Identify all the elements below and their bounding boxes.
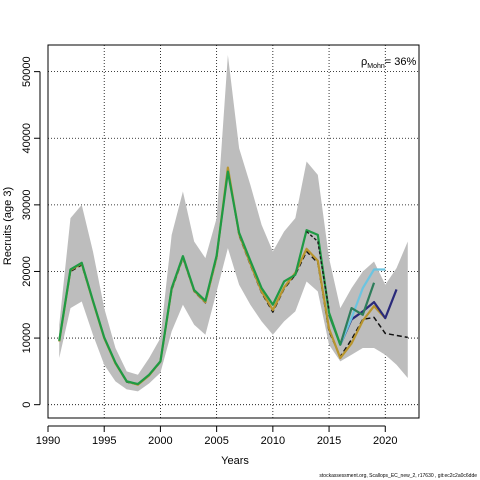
y-tick-label: 40000 [21,123,33,154]
x-tick-label: 1995 [92,435,116,447]
x-tick-label: 2020 [373,435,397,447]
x-axis-title: Years [221,455,249,467]
x-tick-label: 2010 [261,435,285,447]
series-line-7 [306,230,330,311]
rho-symbol: ρ [361,56,367,68]
series-lines [58,166,408,386]
rho-value: = 36% [385,56,417,68]
y-tick-label: 0 [21,402,33,408]
plot-frame [47,44,420,419]
footer-credit: stockassessment.org, Scallops_EC_new_2, … [319,473,477,479]
rho-subscript: Mohn [367,63,385,70]
rho-annotation: ρMohn= 36% [361,56,416,70]
series-line-1 [58,168,408,386]
y-axis-title: Recruits (age 3) [2,187,14,265]
x-tick-label: 2005 [204,435,228,447]
series-line-6 [58,170,342,386]
axes: 1990 1995 2000 2005 2010 2015 2020 0 10000 20000 3… [21,56,398,447]
y-tick-label: 20000 [21,256,33,287]
x-tick-label: 1990 [36,435,60,447]
y-tick-label: 30000 [21,190,33,221]
x-tick-label: 2015 [317,435,341,447]
confidence-band [59,54,408,392]
series-line-4 [339,268,386,346]
x-tick-label: 2000 [148,435,172,447]
y-tick-label: 50000 [21,56,33,87]
y-tick-label: 10000 [21,323,33,354]
